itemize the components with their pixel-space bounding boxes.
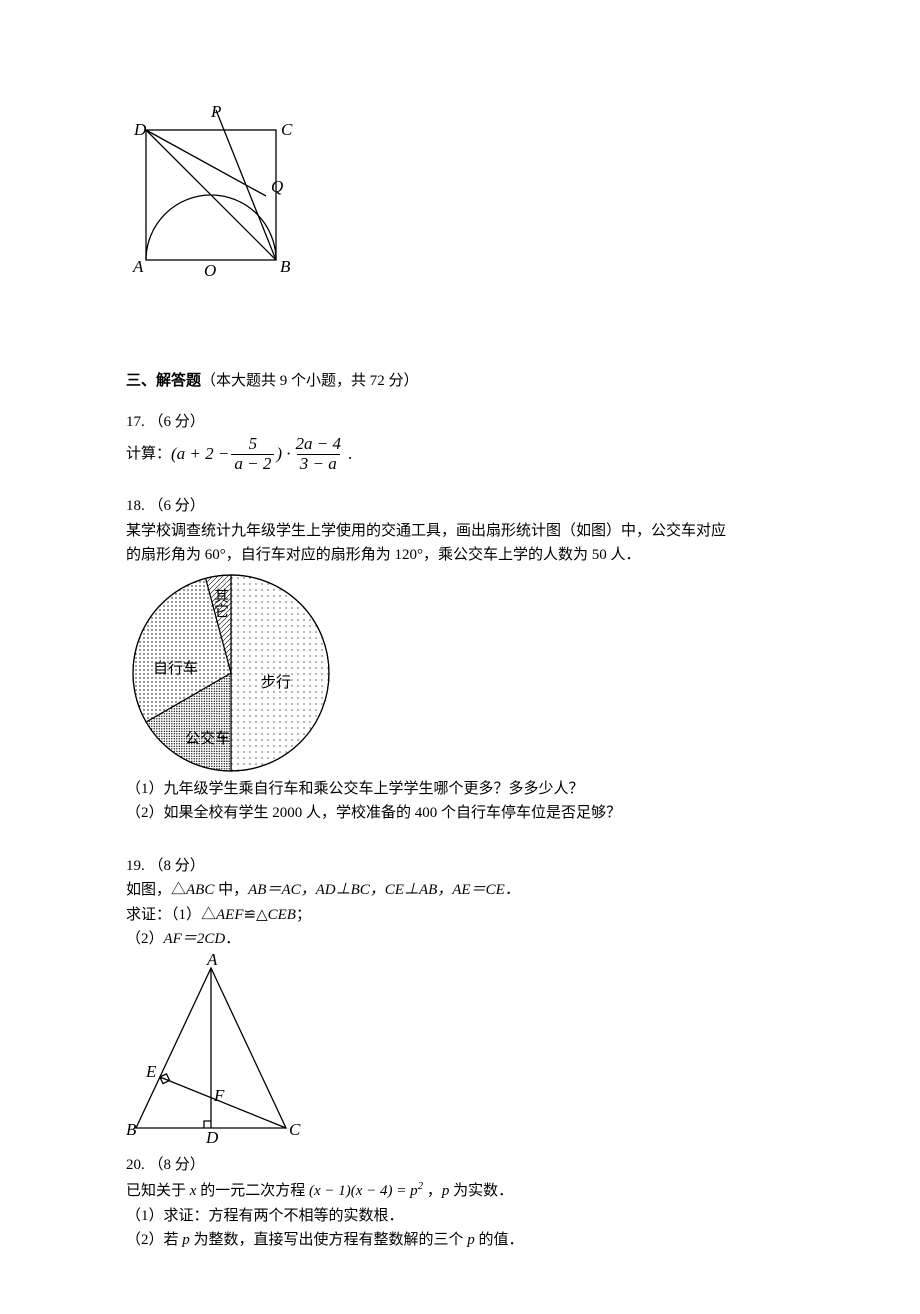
pie-label-other1: 其 bbox=[214, 588, 229, 605]
q17-frac2: 2a − 4 3 − a bbox=[293, 435, 344, 473]
q19-l1b: ABC bbox=[186, 882, 214, 898]
q20-l3a: （2）若 bbox=[126, 1232, 182, 1248]
question-18: 18. （6 分） 某学校调查统计九年级学生上学使用的交通工具，画出扇形统计图（… bbox=[126, 495, 794, 825]
tri-label-A: A bbox=[206, 953, 218, 969]
question-19: 19. （8 分） 如图，△ABC 中，AB＝AC，AD⊥BC，CE⊥AB，AE… bbox=[126, 855, 794, 1148]
q17-number: 17. bbox=[126, 414, 149, 430]
q20-l1: 已知关于 x 的一元二次方程 (x − 1)(x − 4) = p2 ，p 为实… bbox=[126, 1178, 794, 1203]
q18-points: （6 分） bbox=[149, 498, 205, 514]
pie-label-bus: 公交车 bbox=[185, 729, 230, 747]
q17-prefix: 计算： bbox=[126, 443, 171, 466]
q19-l1a: 如图，△ bbox=[126, 882, 186, 898]
figure-square-arc: D C P Q A B O bbox=[126, 100, 794, 290]
q18-body-l2: 的扇形角为 60°，自行车对应的扇形角为 120°，乘公交车上学的人数为 50 … bbox=[126, 544, 794, 567]
q19-l3b: AF＝2CD bbox=[164, 931, 226, 947]
q19-l1c: 中， bbox=[214, 882, 248, 898]
tri-label-E: E bbox=[145, 1062, 157, 1081]
q18-sub1: （1）九年级学生乘自行车和乘公交车上学学生哪个更多？多多少人？ bbox=[126, 778, 794, 801]
q19-l1d: AB＝AC，AD⊥BC，CE⊥AB，AE＝CE． bbox=[248, 882, 520, 898]
section-3-rest: （本大题共 9 个小题，共 72 分） bbox=[201, 373, 419, 389]
pie-label-other2: 它 bbox=[214, 602, 229, 620]
q17-tail: . bbox=[348, 441, 352, 467]
label-O: O bbox=[204, 261, 216, 280]
tri-label-D: D bbox=[205, 1128, 219, 1147]
q18-number: 18. bbox=[126, 498, 149, 514]
tri-label-B: B bbox=[126, 1120, 137, 1139]
q20-l1a: 已知关于 bbox=[126, 1183, 190, 1199]
tri-label-C: C bbox=[289, 1120, 301, 1139]
page: D C P Q A B O 三、解答题（本大题共 9 个小题，共 72 分） 1… bbox=[0, 0, 920, 1314]
q19-l2b: AEF bbox=[216, 907, 244, 923]
q17-frac2-num: 2a − 4 bbox=[293, 435, 344, 454]
q19-l3c: ． bbox=[225, 931, 240, 947]
q17-lead: (a + 2 − bbox=[171, 441, 229, 467]
q20-l3: （2）若 p 为整数，直接写出使方程有整数解的三个 p 的值． bbox=[126, 1229, 794, 1252]
label-P: P bbox=[210, 102, 221, 121]
geometry-diagram-16: D C P Q A B O bbox=[126, 100, 316, 290]
label-B: B bbox=[280, 257, 291, 276]
q17-points: （6 分） bbox=[149, 414, 205, 430]
question-20: 20. （8 分） 已知关于 x 的一元二次方程 (x − 1)(x − 4) … bbox=[126, 1154, 794, 1252]
q20-l1h: 为实数． bbox=[449, 1183, 513, 1199]
question-17: 17. （6 分） 计算： (a + 2 − 5 a − 2 ) · 2a − … bbox=[126, 411, 794, 474]
q19-points: （8 分） bbox=[149, 858, 205, 874]
label-A: A bbox=[132, 257, 144, 276]
q19-l1: 如图，△ABC 中，AB＝AC，AD⊥BC，CE⊥AB，AE＝CE． bbox=[126, 879, 794, 902]
section-3-header: 三、解答题（本大题共 9 个小题，共 72 分） bbox=[126, 370, 794, 393]
q19-l2d: CEB bbox=[268, 907, 296, 923]
q20-l1d: (x − 1)(x − 4) = p bbox=[309, 1183, 418, 1199]
q19-l3: （2）AF＝2CD． bbox=[126, 928, 794, 951]
q19-number: 19. bbox=[126, 858, 149, 874]
q19-l2a: 求证：（1）△ bbox=[126, 907, 216, 923]
section-3-bold: 三、解答题 bbox=[126, 373, 201, 389]
q17-frac1: 5 a − 2 bbox=[231, 435, 274, 473]
q17-frac2-den: 3 − a bbox=[297, 454, 340, 474]
q19-l3a: （2） bbox=[126, 931, 164, 947]
q19-l2e: ； bbox=[296, 907, 311, 923]
q17-frac1-den: a − 2 bbox=[231, 454, 274, 474]
label-D: D bbox=[133, 120, 147, 139]
tri-label-F: F bbox=[213, 1086, 225, 1105]
label-Q: Q bbox=[271, 177, 283, 196]
q17-frac1-num: 5 bbox=[246, 435, 261, 454]
pie-label-bike: 自行车 bbox=[153, 660, 198, 677]
q20-l3e: 的值． bbox=[475, 1232, 524, 1248]
pie-label-walk: 步行 bbox=[261, 674, 291, 691]
label-C: C bbox=[281, 120, 293, 139]
q17-formula: (a + 2 − 5 a − 2 ) · 2a − 4 3 − a . bbox=[171, 435, 352, 473]
q20-l1f: ， bbox=[423, 1183, 442, 1199]
q18-pie-chart: 步行 公交车 自行车 其 它 bbox=[126, 571, 794, 776]
q20-l3b: p bbox=[182, 1232, 190, 1248]
q20-number: 20. bbox=[126, 1157, 149, 1173]
q20-l3c: 为整数，直接写出使方程有整数解的三个 bbox=[190, 1232, 468, 1248]
q20-l3d: p bbox=[467, 1232, 475, 1248]
q18-sub2: （2）如果全校有学生 2000 人，学校准备的 400 个自行车停车位是否足够？ bbox=[126, 802, 794, 825]
q20-l2: （1）求证：方程有两个不相等的实数根． bbox=[126, 1205, 794, 1228]
q18-body-l1: 某学校调查统计九年级学生上学使用的交通工具，画出扇形统计图（如图）中，公交车对应 bbox=[126, 520, 794, 543]
q17-mid: ) · bbox=[276, 441, 290, 467]
q19-l2: 求证：（1）△AEF≌△CEB； bbox=[126, 904, 794, 927]
figure-triangle-abc: A B C D E F bbox=[126, 953, 794, 1148]
q20-points: （8 分） bbox=[149, 1157, 205, 1173]
q19-l2c: ≌△ bbox=[244, 907, 268, 923]
q20-l1c: 的一元二次方程 bbox=[196, 1183, 309, 1199]
